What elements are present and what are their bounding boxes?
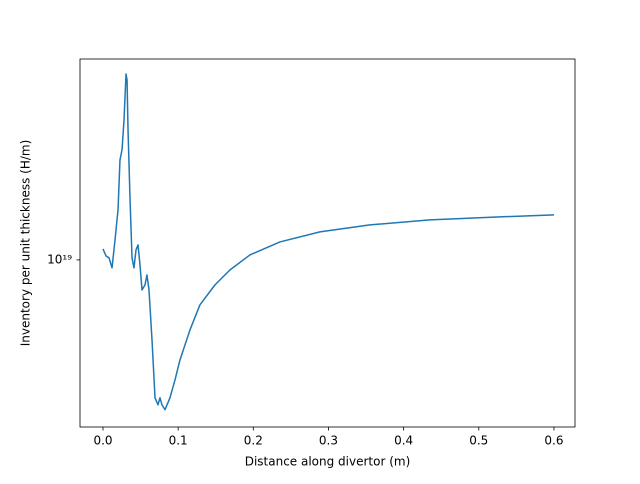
x-tick-label: 0.2 [244, 434, 263, 448]
data-line [102, 73, 554, 411]
x-tick-label: 0.5 [469, 434, 488, 448]
x-axis-label: Distance along divertor (m) [245, 455, 411, 469]
x-tick-label: 0.0 [93, 434, 112, 448]
x-tick-label: 0.6 [544, 434, 563, 448]
x-tick-label: 0.1 [169, 434, 188, 448]
x-tick-label: 0.4 [394, 434, 413, 448]
y-tick-label: 10¹⁹ [47, 252, 72, 266]
plot-frame [79, 58, 576, 428]
x-tick-label: 0.3 [319, 434, 338, 448]
y-axis-label: Inventory per unit thickness (H/m) [19, 140, 33, 347]
